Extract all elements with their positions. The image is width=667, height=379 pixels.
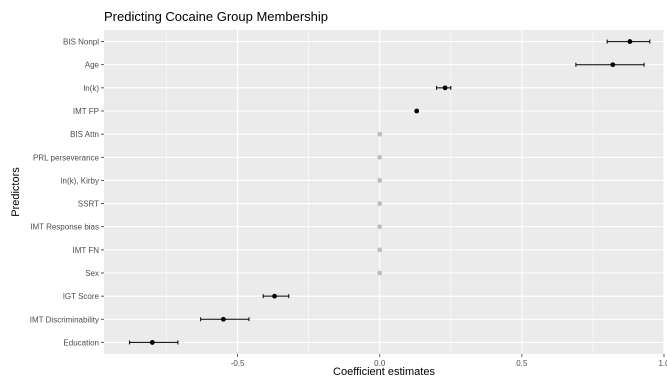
x-tick-label: 1.0	[658, 359, 667, 368]
y-tick-label: ln(k), Kirby	[61, 176, 99, 185]
y-tick-label: BIS Nonpl	[63, 38, 99, 47]
estimate-point	[377, 247, 383, 253]
estimate-point	[377, 270, 383, 276]
y-tick-label: ln(k)	[83, 84, 99, 93]
y-tick-labels: BIS Nonpl Age ln(k) IMT FP BIS Attn PRL perse…	[30, 38, 104, 347]
estimate-point	[377, 178, 383, 183]
y-tick-label: BIS Attn	[70, 130, 99, 139]
y-tick-label: IMT FP	[73, 107, 99, 116]
y-tick-label: SSRT	[78, 200, 99, 209]
estimate-point	[414, 108, 420, 114]
y-tick-label: PRL perseverance	[33, 153, 100, 162]
estimate-point	[377, 224, 383, 230]
estimate-point	[272, 293, 277, 299]
x-tick-label: -0.5	[231, 359, 245, 368]
gridlines	[104, 30, 665, 354]
estimate-point	[442, 85, 448, 91]
plot-panel	[104, 30, 664, 354]
estimate-point	[377, 201, 383, 206]
data-marks	[129, 39, 651, 345]
estimate-point	[149, 340, 155, 345]
y-tick-label: Age	[85, 61, 100, 70]
y-tick-label: IMT FN	[72, 246, 99, 255]
y-tick-label: IMT Response bias	[30, 223, 99, 232]
y-tick-label: IGT Score	[63, 292, 100, 301]
estimate-point	[377, 154, 383, 160]
estimate-point	[377, 131, 383, 137]
y-tick-label: IMT Discriminability	[30, 315, 99, 324]
y-axis-title: Predictors	[10, 167, 22, 217]
estimate-point	[220, 316, 226, 322]
y-tick-label: Sex	[85, 269, 99, 278]
estimate-point	[610, 62, 616, 68]
estimate-point	[627, 39, 633, 44]
chart-title: Predicting Cocaine Group Membership	[104, 9, 328, 24]
x-tick-label: 0.0	[374, 359, 386, 368]
x-tick-labels: -0.5 0.0 0.5 1.0	[231, 354, 667, 368]
y-tick-label: Education	[63, 338, 99, 347]
x-axis-title: Coefficient estimates	[333, 366, 435, 378]
x-tick-label: 0.5	[516, 359, 528, 368]
